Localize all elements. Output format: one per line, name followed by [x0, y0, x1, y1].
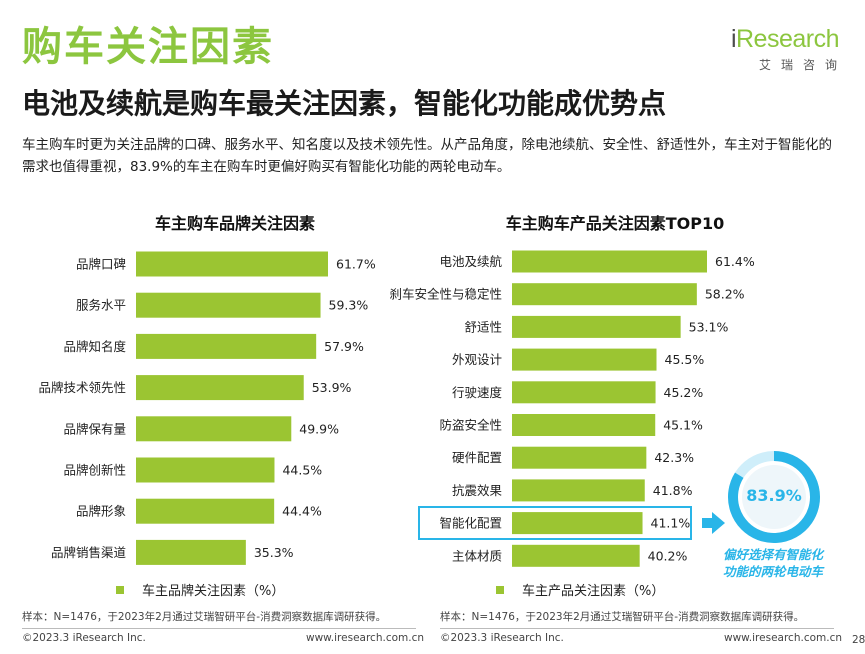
copyright-left: ©2023.3 iResearch Inc.: [22, 632, 146, 644]
value-label: 61.4%: [715, 254, 755, 269]
category-label: 舒适性: [464, 319, 502, 334]
value-label: 44.5%: [282, 463, 322, 478]
legend-label: 车主产品关注因素（%）: [522, 584, 665, 599]
bar: [136, 375, 304, 401]
sample-note-left: 样本：N=1476，于2023年2月通过艾瑞智研平台-消费洞察数据库调研获得。: [22, 611, 387, 623]
arrow-shaft: [702, 518, 712, 528]
category-label: 品牌保有量: [63, 421, 126, 436]
bar: [512, 479, 645, 502]
bar: [136, 498, 275, 524]
bar: [512, 414, 656, 436]
value-label: 57.9%: [324, 339, 364, 354]
value-label: 40.2%: [648, 548, 688, 563]
footer-divider-left: [22, 628, 416, 629]
legend-brand-factors: 车主品牌关注因素（%）: [116, 580, 284, 599]
highlight-box-smart-config: [418, 506, 692, 540]
value-label: 59.3%: [329, 298, 369, 313]
category-label: 智能化配置: [439, 516, 502, 531]
category-label: 服务水平: [76, 298, 126, 313]
bar: [512, 250, 707, 273]
donut-caption-line2: 功能的两轮电动车: [722, 564, 823, 579]
bar: [512, 315, 681, 338]
category-label: 防盗安全性: [439, 418, 502, 433]
category-label: 品牌技术领先性: [38, 380, 126, 395]
bar: [512, 544, 640, 567]
category-label: 品牌创新性: [63, 463, 126, 478]
chart-title-product-factors: 车主购车产品关注因素TOP10: [505, 214, 725, 233]
logo-brand-text: Research: [736, 25, 840, 53]
bar: [512, 512, 643, 535]
website-link-left[interactable]: www.iresearch.com.cn: [306, 632, 425, 644]
category-label: 电池及续航: [439, 254, 502, 269]
value-label: 45.2%: [664, 385, 704, 400]
copyright-right: ©2023.3 iResearch Inc.: [440, 632, 564, 644]
arrow-right-icon: [712, 512, 725, 534]
bar: [512, 283, 697, 306]
category-label: 品牌口碑: [76, 257, 126, 272]
category-label: 品牌销售渠道: [51, 545, 127, 560]
page-subtitle: 电池及续航是购车最关注因素，智能化功能成优势点: [22, 87, 667, 120]
bar: [136, 251, 328, 277]
category-label: 主体材质: [452, 548, 502, 563]
value-label: 42.3%: [654, 450, 694, 465]
value-label: 58.2%: [705, 287, 745, 302]
value-label: 53.9%: [312, 380, 352, 395]
smart-preference-callout: [702, 451, 820, 543]
bar: [512, 348, 657, 371]
iresearch-logo: iResearch 艾瑞咨询: [730, 25, 840, 73]
value-label: 53.1%: [689, 319, 729, 334]
bar: [136, 333, 317, 359]
value-label: 45.5%: [665, 352, 705, 367]
footer-divider-right: [440, 628, 834, 629]
value-label: 61.7%: [336, 257, 376, 272]
product-factor-chart: 电池及续航 61.4% 刹车安全性与稳定性 58.2% 舒适性 53.1% 外观设计 45.5…: [389, 250, 755, 567]
bar: [136, 539, 246, 565]
category-label: 行驶速度: [452, 385, 503, 400]
logo-brand-prefix: i: [730, 25, 737, 53]
logo-cn-text: 艾瑞咨询: [758, 58, 847, 72]
page-description: 车主购车时更为关注品牌的口碑、服务水平、知名度以及技术领先性。从产品角度，除电池…: [22, 137, 832, 175]
scooter-icon: [742, 465, 806, 529]
donut-caption: 偏好选择有智能化 功能的两轮电动车: [713, 546, 833, 580]
value-label: 35.3%: [254, 545, 294, 560]
website-link-right[interactable]: www.iresearch.com.cn: [724, 632, 843, 644]
value-label: 45.1%: [663, 418, 703, 433]
category-label: 品牌形象: [76, 504, 126, 519]
bar: [136, 292, 321, 318]
donut-arc: [728, 451, 820, 543]
category-label: 品牌知名度: [63, 339, 126, 354]
page-number: 28: [852, 634, 865, 646]
value-label: 41.8%: [653, 483, 693, 498]
value-label: 41.1%: [651, 516, 691, 531]
category-label: 抗震效果: [452, 483, 503, 498]
value-label: 49.9%: [299, 421, 339, 436]
page-title: 购车关注因素: [22, 24, 274, 70]
bar: [136, 416, 292, 442]
legend-product-factors: 车主产品关注因素（%）: [496, 580, 664, 599]
brand-factor-chart: 品牌口碑 61.7% 服务水平 59.3% 品牌知名度 57.9% 品牌技术领先性 53.9%…: [38, 251, 376, 565]
donut-value-label: 83.9%: [746, 486, 802, 505]
legend-swatch: [496, 586, 504, 594]
donut-caption-line1: 偏好选择有智能化: [722, 547, 823, 562]
legend-swatch: [116, 586, 124, 594]
bar: [136, 457, 275, 483]
category-label: 刹车安全性与稳定性: [389, 287, 502, 302]
category-label: 外观设计: [452, 352, 502, 367]
bar: [512, 381, 656, 404]
chart-title-brand-factors: 车主购车品牌关注因素: [154, 214, 315, 233]
value-label: 44.4%: [282, 504, 322, 519]
sample-note-right: 样本：N=1476，于2023年2月通过艾瑞智研平台-消费洞察数据库调研获得。: [440, 611, 805, 623]
legend-label: 车主品牌关注因素（%）: [142, 584, 285, 599]
bar: [512, 446, 647, 469]
category-label: 硬件配置: [452, 450, 502, 465]
